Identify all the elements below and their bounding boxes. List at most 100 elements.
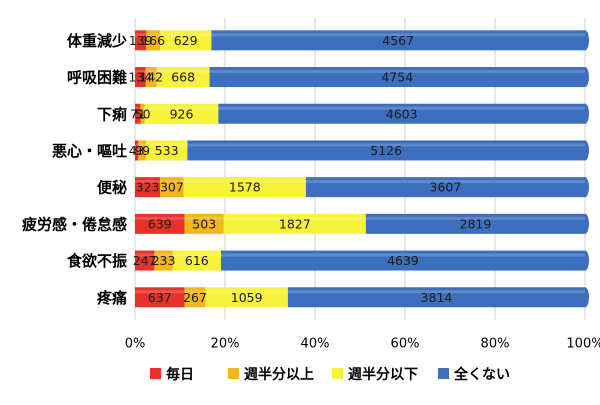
data-label: 139 <box>129 33 153 48</box>
bar-segment <box>135 67 146 88</box>
category-label: 下痢 <box>97 105 127 123</box>
x-tick-label: 60% <box>391 337 420 352</box>
legend-swatch <box>332 368 343 379</box>
data-label: 4754 <box>381 70 413 85</box>
bar-segment <box>135 287 185 308</box>
bar-segment <box>365 213 585 234</box>
bar-end-cap <box>581 67 589 88</box>
category-label: 悪心・嘔吐 <box>52 142 127 160</box>
x-tick-label: 0% <box>125 337 146 352</box>
bar-end-cap <box>581 30 589 51</box>
gridlines <box>134 18 586 320</box>
bar-segment <box>305 177 585 198</box>
data-label: 1827 <box>279 216 311 231</box>
bar-segment <box>135 250 155 271</box>
bar-end-cap <box>581 140 589 161</box>
bar-segment <box>184 213 224 234</box>
bar-segment <box>159 177 184 198</box>
bar-segment <box>135 103 141 124</box>
data-label: 3814 <box>421 290 453 305</box>
bar-highlight <box>135 216 585 220</box>
data-label: 247 <box>133 253 157 268</box>
data-label: 668 <box>171 70 195 85</box>
bar-highlight <box>135 180 585 184</box>
bar-segment <box>218 103 585 124</box>
bar-end-cap <box>581 177 589 198</box>
data-label: 71 <box>130 106 146 121</box>
data-label: 233 <box>152 253 176 268</box>
data-label: 142 <box>139 70 163 85</box>
data-label: 5126 <box>370 143 402 158</box>
data-label: 4603 <box>386 106 418 121</box>
data-label: 166 <box>141 33 165 48</box>
legend-label: 週半分以上 <box>244 366 314 383</box>
bar-segment <box>144 103 219 124</box>
category-label: 疲労感・倦怠感 <box>22 215 127 233</box>
bar-segment <box>287 287 585 308</box>
data-label: 134 <box>128 70 152 85</box>
bar-highlight <box>135 143 585 147</box>
category-label: 疼痛 <box>97 289 127 307</box>
legend-swatch <box>228 368 239 379</box>
bar-segment <box>159 30 212 51</box>
bar-segment <box>209 67 585 88</box>
data-label: 629 <box>174 33 198 48</box>
x-axis-ticks: 0% 20% 40% 60% 80% 100% <box>125 337 600 352</box>
bar-end-cap <box>581 103 589 124</box>
bar-segment <box>135 177 160 198</box>
category-label: 食欲不振 <box>67 252 127 270</box>
bar-segment <box>183 177 306 198</box>
data-label: 307 <box>160 180 184 195</box>
bar-segment <box>146 30 160 51</box>
legend-label: 毎日 <box>166 366 194 383</box>
bar-highlight <box>135 253 585 257</box>
data-label: 267 <box>183 290 207 305</box>
data-label: 503 <box>192 216 216 231</box>
x-tick-label: 100% <box>566 337 600 352</box>
data-label: 616 <box>185 253 209 268</box>
data-label: 99 <box>134 143 150 158</box>
data-label: 1578 <box>229 180 261 195</box>
data-label: 2819 <box>460 216 492 231</box>
legend: 毎日 週半分以上 週半分以下 全くない <box>150 366 510 383</box>
bar-end-cap <box>581 250 589 271</box>
bar-segment <box>184 287 206 308</box>
bar-segment <box>205 287 288 308</box>
bar-highlight <box>135 106 585 110</box>
bar-segment <box>135 213 185 234</box>
bar-segment <box>145 67 157 88</box>
data-label: 637 <box>148 290 172 305</box>
data-label: 50 <box>135 106 151 121</box>
bar-segment <box>146 140 188 161</box>
bar-segment <box>172 250 221 271</box>
bar-segment <box>211 30 585 51</box>
bar-segment <box>187 140 585 161</box>
category-label: 便秘 <box>97 179 127 197</box>
bar-segment <box>223 213 366 234</box>
category-label: 呼吸困難 <box>67 69 127 87</box>
bar-end-cap <box>581 213 589 234</box>
bar-highlight <box>135 33 585 37</box>
legend-swatch <box>438 368 449 379</box>
data-label: 926 <box>170 106 194 121</box>
legend-swatch <box>150 368 161 379</box>
bar-segment <box>140 103 145 124</box>
bar-end-cap <box>581 287 589 308</box>
bar-segment <box>135 140 139 161</box>
data-label: 43 <box>129 143 145 158</box>
data-label: 533 <box>155 143 179 158</box>
x-tick-label: 40% <box>301 337 330 352</box>
data-label: 4639 <box>387 253 419 268</box>
bars <box>135 30 589 308</box>
data-label: 323 <box>136 180 160 195</box>
bar-segment <box>156 67 210 88</box>
x-tick-label: 80% <box>481 337 510 352</box>
data-label: 1059 <box>231 290 263 305</box>
x-tick-label: 20% <box>211 337 240 352</box>
bar-segment <box>220 250 585 271</box>
bar-segment <box>138 140 147 161</box>
data-label: 3607 <box>430 180 462 195</box>
